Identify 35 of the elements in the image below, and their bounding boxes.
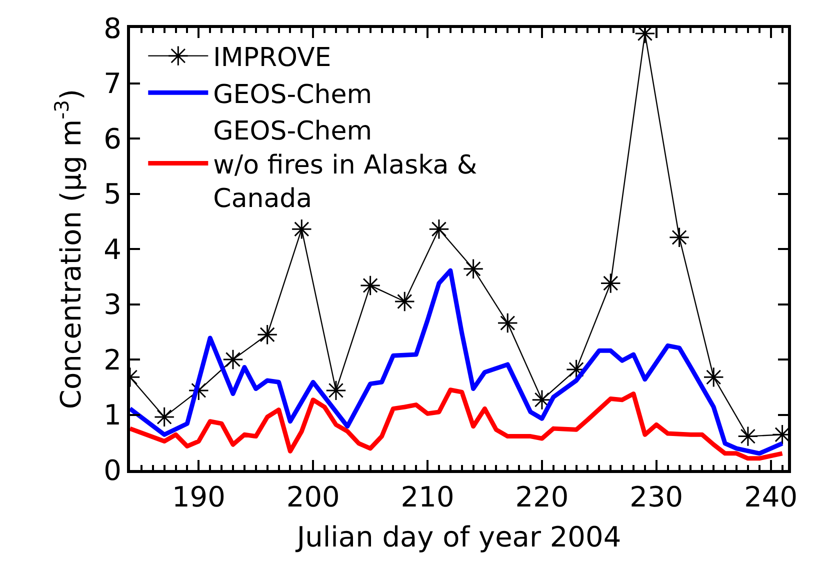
y-tick-label: 0 xyxy=(104,454,122,487)
point xyxy=(497,312,518,334)
x-tick-label: 240 xyxy=(744,480,798,514)
point xyxy=(360,275,381,296)
x-tick-label: 200 xyxy=(286,480,340,514)
y-tick-label: 7 xyxy=(104,67,122,100)
x-tick-label: 220 xyxy=(515,480,569,514)
point xyxy=(668,227,690,248)
x-tick-label: 230 xyxy=(630,480,684,514)
y-tick-label: 6 xyxy=(104,122,122,156)
line-series xyxy=(130,388,785,461)
point xyxy=(222,349,244,370)
point xyxy=(394,291,415,312)
x-axis-title: Julian day of year 2004 xyxy=(294,520,622,554)
y-tick-label: 4 xyxy=(104,232,122,266)
point xyxy=(154,406,175,428)
point xyxy=(600,272,621,294)
line-series xyxy=(130,268,785,456)
point xyxy=(738,426,758,447)
point xyxy=(462,258,484,280)
x-tick-label: 210 xyxy=(400,480,454,514)
y-tick-label: 2 xyxy=(104,343,122,376)
y-tick-label: 5 xyxy=(104,178,122,211)
point xyxy=(428,218,450,240)
legend-label: GEOS-Chem xyxy=(213,80,372,110)
legend-label: GEOS-Chem w/o fires in Alaska & Canada xyxy=(213,116,478,214)
y-tick-label: 1 xyxy=(104,398,122,432)
y-tick-label: 3 xyxy=(104,288,122,322)
point xyxy=(291,218,312,240)
legend-label: IMPROVE xyxy=(213,42,332,73)
point xyxy=(703,366,724,388)
y-tick-label: 8 xyxy=(104,12,122,45)
x-tick-label: 190 xyxy=(172,480,226,514)
point xyxy=(256,324,278,345)
point xyxy=(326,380,346,401)
